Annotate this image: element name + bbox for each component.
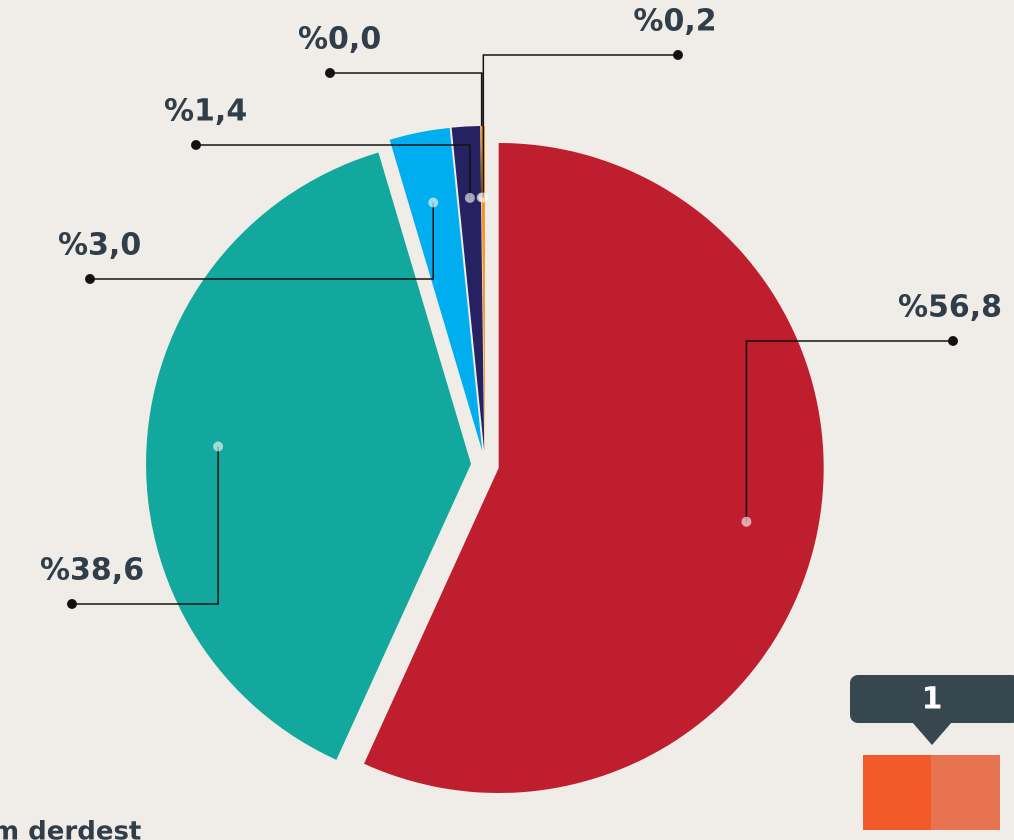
leader-line xyxy=(196,144,471,198)
caption: m derdest xyxy=(0,817,141,840)
leader-line xyxy=(90,202,434,280)
leader-dot xyxy=(673,50,683,60)
pie-slice xyxy=(451,126,485,452)
value-label: %56,8 xyxy=(898,290,1002,325)
leader-line xyxy=(745,340,953,522)
value-label: %1,4 xyxy=(164,94,247,129)
swatch xyxy=(931,755,1000,830)
leader-dot xyxy=(85,274,95,284)
leader-line xyxy=(72,446,219,605)
badge-text: 1 xyxy=(922,682,943,717)
slice-dot xyxy=(464,192,475,203)
value-label: %0,2 xyxy=(633,4,716,39)
slice-dot xyxy=(213,441,224,452)
leader-dot xyxy=(948,336,958,346)
slice-dot xyxy=(478,192,489,203)
value-label: %0,0 xyxy=(298,22,381,57)
value-label: %3,0 xyxy=(58,228,141,263)
swatch xyxy=(863,755,931,830)
slice-dot xyxy=(741,516,752,527)
slice-dot xyxy=(428,197,439,208)
badge: 1 xyxy=(850,675,1014,830)
leader-dot xyxy=(191,140,201,150)
leader-dot xyxy=(325,68,335,78)
badge-pointer xyxy=(912,722,952,745)
pie-slice xyxy=(364,142,824,793)
leader-dot xyxy=(67,599,77,609)
badge-box xyxy=(850,675,1014,723)
value-label: %38,6 xyxy=(40,553,144,588)
pie-slice xyxy=(480,126,485,452)
leader-line xyxy=(482,54,678,198)
pie-slice xyxy=(389,127,483,452)
pie-slice xyxy=(146,152,472,760)
